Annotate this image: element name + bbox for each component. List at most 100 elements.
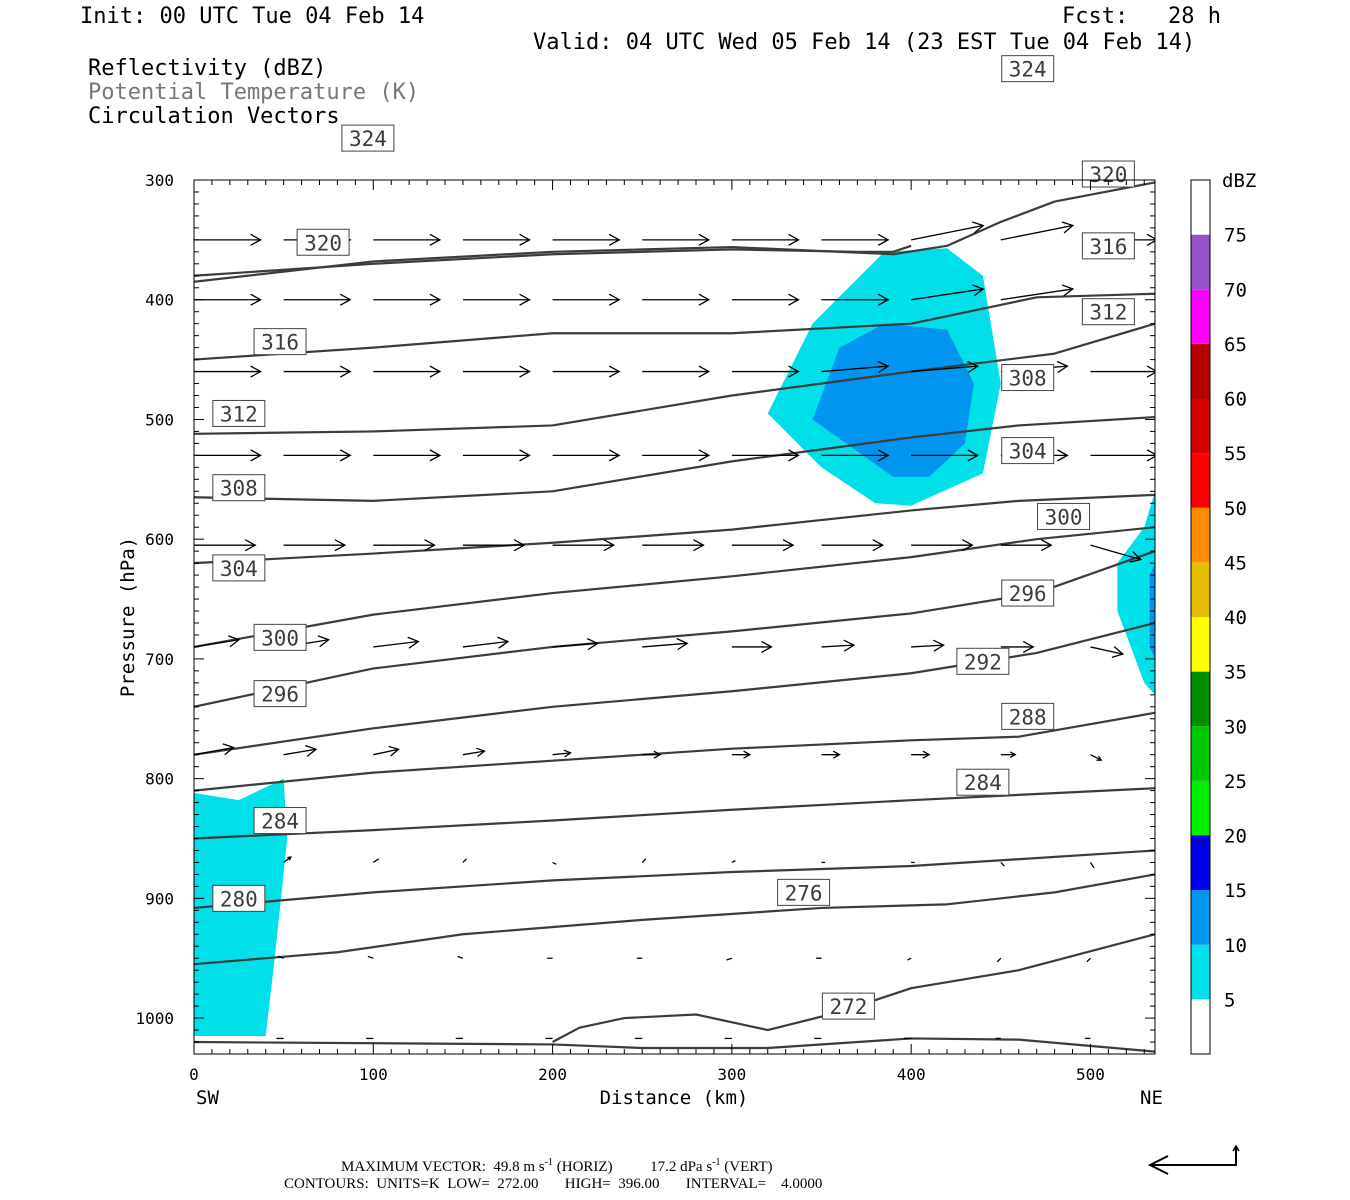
circulation-vector-19 bbox=[911, 284, 985, 301]
theta-contour-layer bbox=[194, 181, 1155, 1053]
circulation-vector-31 bbox=[1090, 365, 1155, 378]
circulation-vector-72 bbox=[821, 750, 841, 759]
circulation-vector-21 bbox=[194, 365, 262, 378]
circulation-vector-28 bbox=[821, 360, 890, 373]
init-time: Init: 00 UTC Tue 04 Feb 14 bbox=[80, 4, 425, 29]
x-tick-label: 500 bbox=[1076, 1065, 1105, 1084]
contour-label-text: 304 bbox=[220, 557, 258, 581]
circulation-vector-63 bbox=[1000, 640, 1035, 654]
circulation-vector-79 bbox=[552, 861, 557, 865]
circulation-vector-85 bbox=[1089, 862, 1095, 869]
plot-frame bbox=[193, 179, 1156, 1055]
circulation-vector-25 bbox=[552, 365, 621, 378]
circulation-vector-4 bbox=[552, 233, 621, 246]
y-tick-label: 300 bbox=[145, 171, 174, 190]
contour-label-308-0: 308 bbox=[212, 474, 266, 502]
contour-label-text: 280 bbox=[220, 887, 258, 911]
circulation-vector-45 bbox=[373, 539, 436, 552]
contour-label-324-0: 324 bbox=[341, 124, 395, 152]
x-tick-label: 0 bbox=[189, 1065, 199, 1084]
colorbar-segment-4 bbox=[1191, 780, 1210, 836]
theta-contour-272-1 bbox=[552, 933, 1155, 1043]
colorbar-segment-10 bbox=[1191, 453, 1210, 508]
contour-label-text: 300 bbox=[261, 626, 299, 650]
contour-label-308-1: 308 bbox=[1001, 364, 1055, 392]
circulation-vector-51 bbox=[911, 539, 974, 552]
circulation-vector-62 bbox=[911, 639, 945, 652]
theta-contour-300-8 bbox=[194, 526, 1155, 649]
circulation-vector-24 bbox=[462, 365, 531, 378]
colorbar-label-65: 65 bbox=[1224, 334, 1247, 356]
colorbar-segment-8 bbox=[1191, 562, 1210, 617]
max-vector-horiz-tag: (HORIZ) bbox=[556, 1159, 613, 1175]
theta-contour-288-5 bbox=[194, 711, 1155, 792]
contour-label-text: 296 bbox=[261, 683, 299, 707]
x-tick-label: 400 bbox=[897, 1065, 926, 1084]
colorbar-label-75: 75 bbox=[1224, 225, 1247, 247]
circulation-vector-29 bbox=[911, 360, 980, 373]
contour-label-text: 284 bbox=[964, 771, 1002, 795]
contour-label-316-0: 316 bbox=[253, 328, 307, 356]
circulation-vector-26 bbox=[642, 365, 711, 378]
contour-label-text: 272 bbox=[829, 995, 867, 1019]
circulation-vector-23 bbox=[373, 365, 442, 378]
circulation-vector-73 bbox=[911, 750, 931, 759]
theta-contour-312-11 bbox=[194, 322, 1155, 435]
colorbar-segment-15 bbox=[1191, 180, 1210, 235]
contour-label-272-0: 272 bbox=[821, 992, 875, 1020]
colorbar-label-55: 55 bbox=[1224, 443, 1247, 465]
circulation-vector-52 bbox=[1000, 539, 1053, 552]
circulation-vector-61 bbox=[821, 639, 856, 652]
y-axis-title: Pressure (hPa) bbox=[117, 537, 139, 697]
contour-label-text: 292 bbox=[964, 650, 1002, 674]
circulation-vector-86 bbox=[278, 955, 284, 959]
contour-label-312-1: 312 bbox=[1081, 298, 1135, 326]
y-tick-label: 800 bbox=[145, 770, 174, 789]
circulation-vector-49 bbox=[731, 539, 795, 552]
theta-contour-296-7 bbox=[194, 550, 1155, 708]
circulation-vector-57 bbox=[462, 636, 510, 649]
circulation-vector-35 bbox=[462, 449, 531, 462]
contour-label-304-0: 304 bbox=[212, 554, 266, 582]
circulation-vector-74 bbox=[1000, 751, 1017, 759]
colorbar-label-45: 45 bbox=[1224, 552, 1247, 574]
circulation-vector-39 bbox=[821, 449, 890, 462]
circulation-vector-12 bbox=[283, 293, 352, 306]
circulation-vector-56 bbox=[373, 636, 420, 649]
axes-layer: 300 400 500 600 700 800 900 1000 0 100 200 300 400 50… bbox=[135, 171, 1155, 1084]
reference-vector-icon bbox=[1147, 1144, 1240, 1175]
circulation-vector-47 bbox=[552, 539, 616, 552]
circulation-vector-48 bbox=[642, 539, 705, 552]
circulation-vector-88 bbox=[457, 955, 464, 959]
circulation-vector-14 bbox=[462, 293, 531, 306]
colorbar-frame bbox=[1190, 179, 1211, 1055]
contour-label-text: 324 bbox=[349, 127, 387, 151]
colorbar-label-5: 5 bbox=[1224, 989, 1235, 1011]
contour-label-300-0: 300 bbox=[253, 623, 307, 651]
theta-contour-320-13 bbox=[194, 181, 1155, 283]
circulation-vector-75 bbox=[1090, 754, 1103, 761]
colorbar-label-50: 50 bbox=[1224, 498, 1247, 520]
contour-label-text: 296 bbox=[1009, 582, 1047, 606]
colorbar-segment-12 bbox=[1191, 343, 1210, 399]
circulation-vector-64 bbox=[1090, 646, 1125, 658]
colorbar-label-40: 40 bbox=[1224, 607, 1247, 629]
circulation-vector-46 bbox=[462, 539, 526, 552]
circulation-vector-69 bbox=[552, 749, 572, 758]
circulation-vector-32 bbox=[194, 449, 262, 462]
theta-contour-292-6 bbox=[194, 621, 1155, 756]
colorbar-label-60: 60 bbox=[1224, 389, 1247, 411]
theta-contour-276-2 bbox=[194, 873, 1155, 966]
contour-label-284-1: 284 bbox=[956, 768, 1010, 796]
y-tick-label: 600 bbox=[145, 530, 174, 549]
contour-label-text: 308 bbox=[220, 477, 258, 501]
y-tick-label: 1000 bbox=[135, 1009, 174, 1028]
circulation-vector-36 bbox=[552, 449, 621, 462]
circulation-vector-15 bbox=[552, 293, 621, 306]
contour-label-text: 308 bbox=[1009, 367, 1047, 391]
circulation-vector-95 bbox=[1086, 957, 1091, 963]
colorbar-label-20: 20 bbox=[1224, 826, 1247, 848]
x-axis-title: Distance (km) bbox=[600, 1087, 749, 1109]
circulation-vector-2 bbox=[373, 233, 442, 246]
max-vector-line: MAXIMUM VECTOR: 49.8 m s-1 (HORIZ) 17.2 … bbox=[341, 1157, 773, 1176]
